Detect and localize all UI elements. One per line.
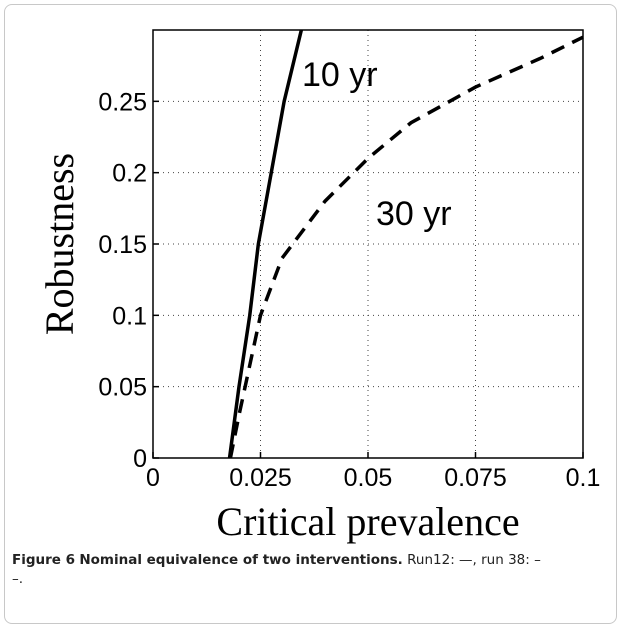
y-tick-label: 0.1 — [112, 302, 147, 330]
y-tick-label: 0.15 — [98, 231, 147, 259]
caption-text: Run12: —, run 38: – –. — [12, 552, 541, 587]
x-tick-label: 0 — [146, 464, 160, 492]
x-tick-label: 0.1 — [566, 464, 601, 492]
x-tick-label: 0.05 — [344, 464, 393, 492]
y-tick-label: 0 — [133, 445, 147, 473]
series-annotation: 10 yr — [302, 56, 378, 94]
plot-frame — [152, 29, 584, 459]
caption: Figure 6 Nominal equivalence of two inte… — [12, 551, 552, 589]
caption-label: Figure 6 — [12, 552, 76, 568]
y-tick-label: 0.2 — [112, 160, 147, 188]
x-tick-label: 0.075 — [444, 464, 507, 492]
x-axis-label: Critical prevalence — [216, 499, 519, 544]
y-axis-label: Robustness — [37, 153, 82, 335]
series-line — [227, 29, 304, 459]
series-line — [228, 35, 584, 459]
y-tick-label: 0.05 — [98, 374, 147, 402]
y-tick-label: 0.25 — [98, 88, 147, 116]
caption-title: Nominal equivalence of two interventions… — [79, 552, 403, 568]
series-annotation: 30 yr — [376, 195, 452, 233]
chart: 0 0.025 0.05 0.075 0.1 0 0.05 0.1 0.15 0.2 0.25 Cri… — [37, 29, 601, 544]
x-tick-label: 0.025 — [229, 464, 292, 492]
